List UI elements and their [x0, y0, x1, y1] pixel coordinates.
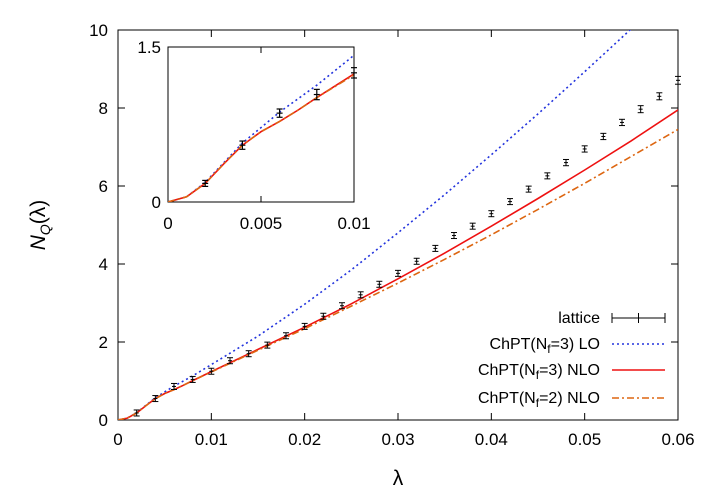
legend-entry: ChPT(Nf=3) NLO	[478, 362, 665, 382]
legend-label-sub: f	[547, 342, 551, 356]
inset-series-line-3	[168, 74, 354, 202]
main-series-group	[118, 30, 678, 420]
lattice-point	[600, 132, 607, 141]
lattice-point	[339, 302, 345, 310]
lattice-point	[395, 269, 401, 277]
lattice-point	[619, 118, 625, 127]
inset-y-tick-label: 1.5	[137, 38, 161, 57]
y-tick-label: 4	[99, 255, 108, 274]
inset-lattice-point	[313, 88, 320, 101]
legend-label: lattice	[558, 310, 600, 327]
legend-label-main: ChPT(N	[490, 336, 548, 353]
lattice-point	[525, 185, 532, 193]
lattice-point	[245, 350, 252, 358]
lattice-point	[544, 172, 551, 180]
inset-x-tick-labels: 0 0.005 0.01	[163, 214, 370, 233]
lattice-point	[675, 75, 681, 85]
lattice-point	[171, 382, 177, 390]
legend-entry: lattice	[558, 310, 666, 327]
x-tick-label: 0.04	[475, 430, 508, 449]
x-tick-label: 0.02	[288, 430, 321, 449]
lattice-point	[637, 105, 644, 114]
y-axis-label: NQ(λ)	[27, 200, 53, 251]
main-tick-marks	[117, 29, 679, 421]
x-tick-label: 0.03	[381, 430, 414, 449]
lattice-point	[320, 312, 327, 320]
inset-y-tick-labels: 01.5	[137, 38, 161, 212]
lattice-point	[469, 222, 476, 230]
legend-label-tail: =3) LO	[551, 336, 600, 353]
lattice-point	[656, 92, 663, 101]
inset-plot: 0 0.005 0.01 01.5	[137, 38, 370, 233]
series-line-3	[118, 128, 678, 420]
inset-series-group	[168, 54, 354, 202]
y-tick-label: 10	[89, 21, 108, 40]
legend-label-main: lattice	[558, 310, 600, 327]
legend-label: ChPT(Nf=3) LO	[490, 336, 600, 356]
x-tick-label: 0.06	[661, 430, 694, 449]
y-tick-label: 8	[99, 99, 108, 118]
inset-tick-marks	[167, 46, 355, 203]
lattice-point	[507, 198, 513, 206]
lattice-point	[432, 244, 439, 252]
main-plot: 0 0.01 0.02 0.03 0.04 0.05 0.06 0 2 4 6 8 10	[89, 21, 694, 449]
legend-swatch-errorbar	[611, 313, 666, 323]
lattice-point	[152, 395, 159, 403]
x-tick-label: 0	[113, 430, 122, 449]
lattice-point	[208, 367, 215, 375]
lattice-point	[189, 375, 196, 383]
inset-plot-frame	[167, 46, 355, 203]
legend-entry: ChPT(Nf=2) NLO	[478, 390, 665, 410]
lattice-point	[227, 357, 233, 365]
main-lattice-errorbars	[133, 75, 681, 417]
lattice-point	[488, 210, 495, 218]
y-tick-label: 0	[99, 411, 108, 430]
main-x-tick-labels: 0 0.01 0.02 0.03 0.04 0.05 0.06	[113, 430, 694, 449]
lattice-point	[357, 291, 364, 299]
y-tick-label: 2	[99, 333, 108, 352]
x-tick-label: 0.05	[568, 430, 601, 449]
inset-lattice-point	[239, 140, 246, 150]
legend-label: ChPT(Nf=3) NLO	[478, 362, 600, 382]
inset-lattice-point	[276, 108, 283, 118]
y-axis-label-arg: (λ)	[27, 200, 50, 225]
y-axis-label-sub: Q	[37, 224, 53, 235]
legend-label-tail: =3) NLO	[539, 362, 600, 379]
lattice-point	[413, 257, 420, 265]
legend-label-main: ChPT(N	[478, 362, 536, 379]
lattice-point	[581, 145, 588, 153]
inset-y-tick-label: 0	[152, 193, 161, 212]
lattice-point	[376, 280, 383, 288]
lattice-point	[301, 322, 308, 330]
legend-label-tail: =2) NLO	[539, 390, 600, 407]
inset-lattice-point	[202, 179, 209, 187]
inset-x-tick-label: 0.005	[240, 214, 283, 233]
legend-label-sub: f	[536, 396, 540, 410]
lattice-point	[563, 158, 569, 167]
lattice-point	[283, 332, 289, 340]
lattice-point	[264, 341, 271, 349]
inset-lattice-point	[351, 67, 357, 79]
x-tick-label: 0.01	[195, 430, 228, 449]
x-axis-label: λ	[393, 467, 404, 490]
y-axis-label-main: N	[27, 234, 50, 250]
legend-label-sub: f	[536, 368, 540, 382]
legend-label-main: ChPT(N	[478, 390, 536, 407]
inset-lattice-errorbars	[202, 67, 357, 187]
lattice-point	[451, 232, 457, 240]
main-y-tick-labels: 0 2 4 6 8 10	[89, 21, 108, 430]
y-tick-label: 6	[99, 177, 108, 196]
inset-x-tick-label: 0	[163, 214, 172, 233]
legend-entry: ChPT(Nf=3) LO	[490, 336, 665, 356]
lattice-point	[133, 409, 140, 417]
inset-x-tick-label: 0.01	[337, 214, 370, 233]
legend-label: ChPT(Nf=2) NLO	[478, 390, 600, 410]
